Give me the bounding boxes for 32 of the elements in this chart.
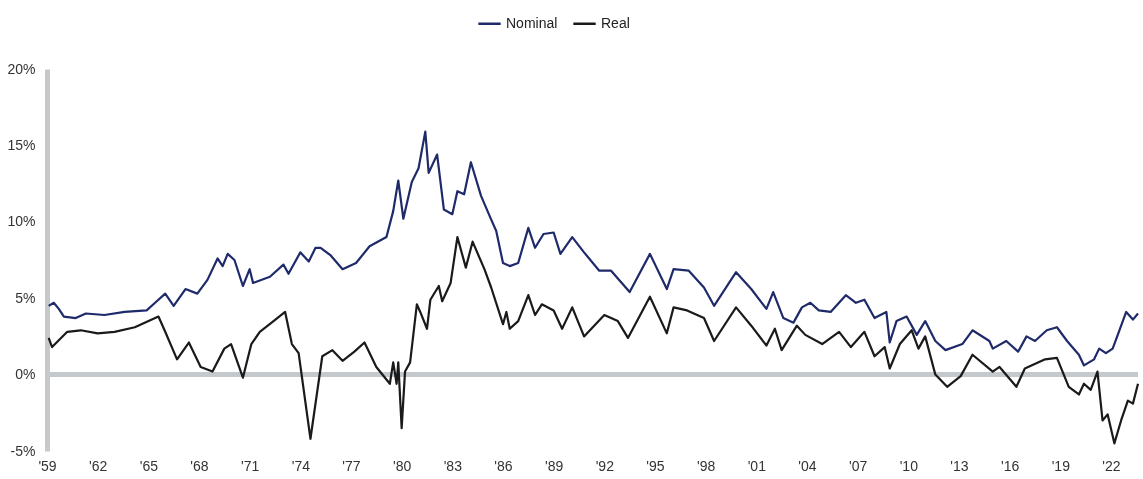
y-tick-label: 0% xyxy=(15,366,36,383)
legend-label: Real xyxy=(601,14,630,31)
x-tick-label: '10 xyxy=(899,457,919,474)
legend-label: Nominal xyxy=(506,14,558,31)
x-tick-label: '07 xyxy=(849,457,868,474)
x-tick-label: '77 xyxy=(342,457,361,474)
x-tick-label: '22 xyxy=(1102,457,1121,474)
x-tick-label: '98 xyxy=(697,457,716,474)
x-tick-label: '71 xyxy=(241,457,260,474)
x-tick-label: '65 xyxy=(139,457,159,474)
y-tick-label: -5% xyxy=(10,442,36,459)
x-tick-label: '19 xyxy=(1051,457,1071,474)
x-tick-label: '83 xyxy=(443,457,463,474)
x-tick-label: '95 xyxy=(646,457,665,474)
x-tick-label: '74 xyxy=(291,457,311,474)
x-tick-label: '68 xyxy=(190,457,209,474)
line-series xyxy=(47,235,1140,445)
x-tick-label: '13 xyxy=(950,457,969,474)
x-tick-label: '01 xyxy=(747,457,767,474)
y-tick-label: 15% xyxy=(7,136,36,153)
y-tick-label: 10% xyxy=(7,213,36,230)
x-tick-label: '92 xyxy=(595,457,615,474)
x-tick-label: '16 xyxy=(1001,457,1020,474)
line-series xyxy=(47,130,1140,367)
x-tick-label: '59 xyxy=(38,457,57,474)
y-tick-label: 20% xyxy=(7,60,36,77)
x-tick-label: '89 xyxy=(545,457,564,474)
x-tick-label: '86 xyxy=(494,457,513,474)
y-tick-label: 5% xyxy=(15,289,36,306)
x-tick-label: '04 xyxy=(798,457,817,474)
x-tick-label: '80 xyxy=(393,457,412,474)
x-tick-label: '62 xyxy=(89,457,108,474)
